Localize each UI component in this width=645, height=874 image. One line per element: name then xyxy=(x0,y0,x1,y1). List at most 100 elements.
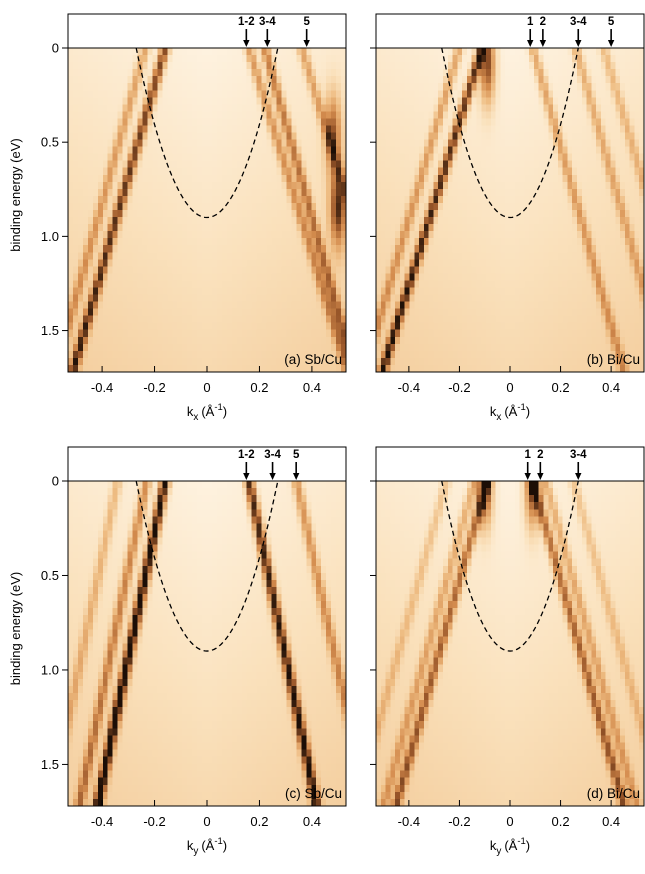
intensity-cell xyxy=(557,132,564,141)
intensity-cell xyxy=(553,210,559,218)
intensity-cell xyxy=(567,69,573,77)
intensity-cell xyxy=(380,231,387,239)
intensity-cell xyxy=(553,62,559,70)
intensity-cell xyxy=(291,62,297,70)
intensity-cell xyxy=(605,357,612,366)
intensity-cell xyxy=(286,118,292,127)
intensity-cell xyxy=(490,188,497,197)
intensity-cell xyxy=(495,336,502,345)
intensity-cell xyxy=(177,188,183,197)
intensity-cell xyxy=(620,90,626,98)
intensity-cell xyxy=(162,210,168,218)
intensity-cell xyxy=(419,90,425,98)
intensity-cell xyxy=(380,76,387,84)
intensity-cell xyxy=(495,97,502,105)
intensity-cell xyxy=(404,294,411,303)
intensity-cell xyxy=(457,118,463,127)
intensity-cell xyxy=(316,83,322,91)
intensity-cell xyxy=(261,160,268,169)
intensity-cell xyxy=(471,224,478,232)
intensity-cell xyxy=(586,188,592,197)
intensity-cell xyxy=(102,104,109,112)
intensity-cell xyxy=(428,252,435,260)
intensity-cell xyxy=(447,139,454,148)
intensity-cell xyxy=(331,181,337,190)
intensity-cell xyxy=(68,322,74,331)
intensity-cell xyxy=(107,287,114,296)
intensity-cell xyxy=(142,336,149,345)
intensity-cell xyxy=(246,357,253,366)
intensity-cell xyxy=(92,174,99,183)
intensity-cell xyxy=(476,174,482,183)
intensity-cell xyxy=(112,252,119,260)
intensity-cell xyxy=(605,350,612,359)
intensity-cell xyxy=(438,90,444,98)
intensity-cell xyxy=(216,160,223,169)
intensity-cell xyxy=(543,62,549,70)
intensity-cell xyxy=(216,301,223,310)
intensity-cell xyxy=(466,210,473,218)
intensity-cell xyxy=(72,245,79,253)
intensity-cell xyxy=(331,111,337,120)
intensity-cell xyxy=(390,308,396,317)
intensity-cell xyxy=(177,308,183,317)
intensity-cell xyxy=(331,217,337,225)
intensity-cell xyxy=(620,125,626,134)
intensity-cell xyxy=(236,322,243,331)
intensity-cell xyxy=(256,231,263,239)
intensity-cell xyxy=(172,224,178,232)
intensity-cell xyxy=(192,90,198,98)
intensity-cell xyxy=(296,329,302,338)
intensity-cell xyxy=(87,181,94,190)
intensity-cell xyxy=(533,364,540,373)
intensity-cell xyxy=(610,336,616,345)
intensity-cell xyxy=(132,224,139,232)
intensity-cell xyxy=(553,139,559,148)
intensity-cell xyxy=(147,174,153,183)
intensity-cell xyxy=(92,336,99,345)
intensity-cell xyxy=(591,308,597,317)
intensity-cell xyxy=(177,336,183,345)
intensity-cell xyxy=(466,336,473,345)
intensity-cell xyxy=(291,125,297,134)
intensity-cell xyxy=(452,231,458,239)
intensity-cell xyxy=(490,167,497,176)
intensity-cell xyxy=(142,252,149,260)
intensity-cell xyxy=(122,139,129,148)
intensity-cell xyxy=(510,97,516,105)
intensity-cell xyxy=(490,357,497,366)
intensity-cell xyxy=(495,217,502,225)
intensity-cell xyxy=(399,132,406,141)
intensity-cell xyxy=(533,252,540,260)
intensity-cell xyxy=(500,139,506,148)
intensity-cell xyxy=(112,322,119,331)
intensity-cell xyxy=(112,153,119,162)
intensity-cell xyxy=(409,125,415,134)
intensity-cell xyxy=(543,343,549,352)
intensity-cell xyxy=(216,118,223,127)
intensity-cell xyxy=(385,90,391,98)
intensity-cell xyxy=(600,252,607,260)
intensity-cell xyxy=(457,146,463,155)
intensity-cell xyxy=(529,188,535,197)
intensity-cell xyxy=(261,294,268,303)
intensity-cell xyxy=(572,160,578,169)
intensity-cell xyxy=(202,364,208,373)
intensity-cell xyxy=(137,97,144,105)
intensity-cell xyxy=(276,357,283,366)
intensity-cell xyxy=(216,132,223,141)
intensity-cell xyxy=(162,238,168,246)
intensity-cell xyxy=(481,280,487,289)
intensity-cell xyxy=(514,252,521,260)
intensity-cell xyxy=(68,139,74,148)
intensity-cell xyxy=(428,188,435,197)
intensity-cell xyxy=(102,139,109,148)
intensity-cell xyxy=(142,139,149,148)
intensity-cell xyxy=(187,48,193,56)
intensity-cell xyxy=(600,217,607,225)
intensity-cell xyxy=(514,322,521,331)
intensity-cell xyxy=(271,301,278,310)
intensity-cell xyxy=(399,252,406,260)
intensity-cell xyxy=(296,48,302,56)
intensity-cell xyxy=(443,364,449,373)
